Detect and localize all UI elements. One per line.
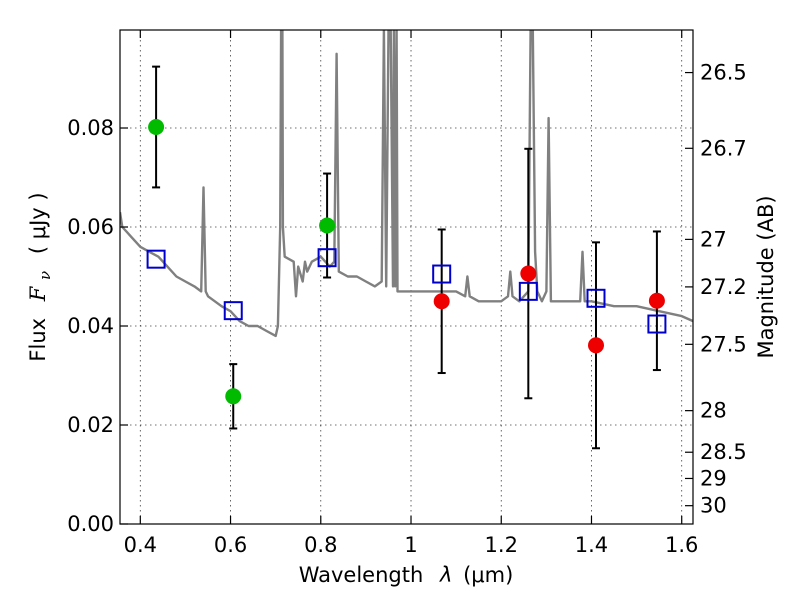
- x-tick-label: 1: [404, 533, 417, 557]
- y-tick-label: 0.08: [67, 116, 114, 140]
- y-tick-label: 0.00: [67, 512, 114, 536]
- model_squares-point: [223, 301, 243, 321]
- y-tick-label: 0.04: [67, 314, 114, 338]
- y-tick-label: 0.06: [67, 215, 114, 239]
- x-tick-label: 1.4: [575, 533, 608, 557]
- y-axis-label: Flux F ν ( μJy ): [26, 192, 55, 361]
- right-tick-label: 26.5: [700, 61, 747, 85]
- data-markers: [146, 65, 667, 450]
- green_points-point: [319, 217, 336, 234]
- y-tick-label: 0.02: [67, 413, 114, 437]
- right-tick-label: 28: [700, 399, 727, 423]
- right-tick-labels: 26.5 26.7 27 27.2 27.5 28 28.529 30: [700, 61, 747, 518]
- plot-area: [120, 30, 693, 450]
- x-axis-label-unit: (μm): [463, 563, 513, 587]
- red_points-point: [648, 292, 665, 309]
- y-tick-labels: 0.00 0.02 0.04 0.06 0.08: [67, 116, 114, 536]
- y-axis-label-unit: ( μJy ): [26, 192, 50, 254]
- y-axis-label-subscript: ν: [36, 271, 54, 280]
- x-axis-label-text: Wavelength: [299, 563, 424, 587]
- right-tick-label: 29: [700, 466, 727, 490]
- axis-ticks: [120, 30, 693, 525]
- x-tick-label: 0.6: [214, 533, 247, 557]
- right-tick-label: 27.5: [700, 332, 747, 356]
- x-axis-label-symbol: λ: [439, 563, 452, 587]
- x-tick-labels: 0.4 0.6 0.8 1 1.2 1.4 1.6: [124, 533, 699, 557]
- red_points-point: [587, 337, 604, 354]
- right-tick-label: 30: [700, 494, 727, 518]
- y-axis-label-text: Flux: [26, 318, 50, 362]
- red_points-point: [433, 293, 450, 310]
- model_squares-point: [586, 288, 606, 308]
- plot-frame: [119, 29, 694, 525]
- model_squares-point: [647, 314, 667, 334]
- right-tick-label: 27: [700, 227, 727, 251]
- y-axis-label-symbol: F: [26, 285, 50, 302]
- model_squares-point: [432, 264, 452, 284]
- model_squares-point: [146, 249, 166, 269]
- right-tick-label: 27.2: [700, 275, 747, 299]
- green_points-point: [148, 119, 165, 136]
- model_squares-point: [518, 281, 538, 301]
- right-tick-label: 26.7: [700, 136, 747, 160]
- model_squares-point: [317, 248, 337, 268]
- x-tick-label: 0.8: [304, 533, 337, 557]
- x-tick-label: 1.2: [485, 533, 518, 557]
- x-tick-label: 1.6: [665, 533, 698, 557]
- red_points-point: [520, 265, 537, 282]
- right-axis-label: Magnitude (AB): [754, 195, 778, 358]
- right-tick-label: 28.5: [700, 440, 747, 464]
- x-tick-label: 0.4: [124, 533, 157, 557]
- x-axis-label: Wavelength λ (μm): [299, 563, 514, 587]
- green_points-point: [225, 388, 242, 405]
- grid: [120, 30, 693, 524]
